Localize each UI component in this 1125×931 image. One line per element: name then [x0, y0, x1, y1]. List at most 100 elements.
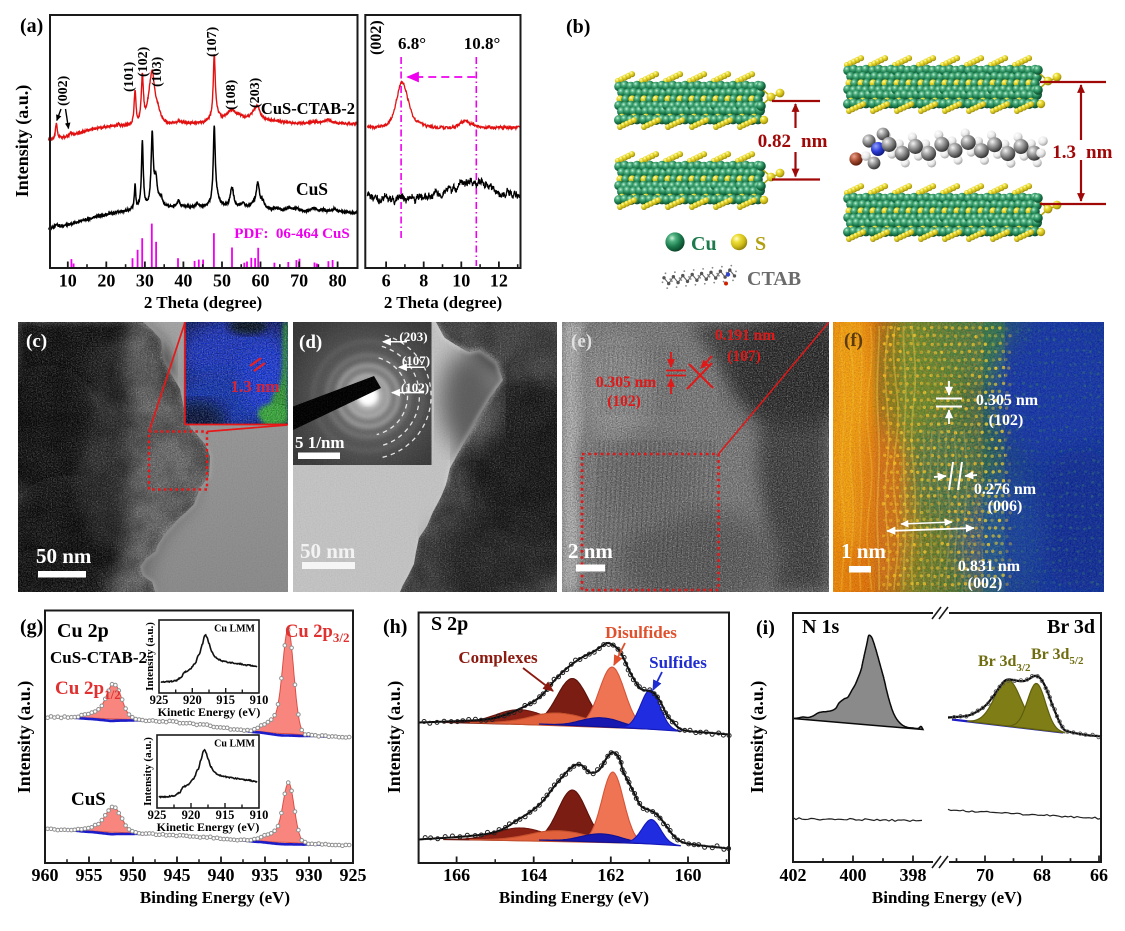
svg-text:2 Theta (degree): 2 Theta (degree)	[384, 293, 502, 312]
svg-text:2 Theta (degree): 2 Theta (degree)	[144, 293, 262, 312]
svg-text:0.191 nm: 0.191 nm	[715, 327, 775, 344]
svg-text:(203): (203)	[248, 77, 263, 108]
svg-text:0.276 nm: 0.276 nm	[974, 481, 1037, 498]
svg-text:(103): (103)	[150, 56, 165, 87]
svg-text:Binding Energy (eV): Binding Energy (eV)	[499, 888, 649, 907]
svg-text:6: 6	[382, 271, 391, 291]
svg-text:0.831 nm: 0.831 nm	[958, 558, 1021, 575]
svg-text:Kinetic Energy (eV): Kinetic Energy (eV)	[157, 820, 260, 834]
svg-text:1.3 nm: 1.3 nm	[230, 377, 279, 396]
svg-text:920: 920	[183, 693, 202, 707]
svg-text:935: 935	[252, 865, 279, 885]
svg-text:Sulfides: Sulfides	[649, 653, 707, 672]
svg-text:(g): (g)	[20, 616, 43, 638]
svg-text:910: 910	[250, 808, 269, 822]
svg-text:(203): (203)	[399, 329, 427, 344]
svg-text:Intensity (a.u.): Intensity (a.u.)	[384, 681, 405, 794]
svg-text:5 1/nm: 5 1/nm	[295, 433, 345, 452]
svg-text:(107): (107)	[205, 26, 220, 57]
svg-text:920: 920	[182, 808, 201, 822]
svg-text:162: 162	[597, 865, 624, 885]
svg-text:(002): (002)	[368, 20, 385, 55]
svg-text:(101): (101)	[122, 61, 137, 92]
svg-text:Cu: Cu	[691, 233, 717, 255]
svg-text:930: 930	[296, 865, 323, 885]
svg-text:166: 166	[443, 865, 470, 885]
svg-text:2 nm: 2 nm	[568, 539, 613, 563]
svg-text:(f): (f)	[844, 330, 863, 351]
svg-text:Intensity (a.u.): Intensity (a.u.)	[12, 85, 33, 198]
svg-text:nm: nm	[1086, 142, 1113, 163]
svg-text:Cu LMM: Cu LMM	[214, 624, 255, 635]
svg-text:70: 70	[976, 865, 994, 885]
svg-text:0.305 nm: 0.305 nm	[976, 392, 1039, 409]
svg-text:CTAB: CTAB	[747, 268, 801, 290]
svg-text:925: 925	[150, 693, 169, 707]
svg-text:(d): (d)	[299, 332, 322, 353]
svg-text:955: 955	[76, 865, 103, 885]
svg-text:Binding Energy (eV): Binding Energy (eV)	[872, 888, 1022, 907]
svg-text:CuS-CTAB-2: CuS-CTAB-2	[50, 648, 147, 667]
svg-text:(e): (e)	[571, 331, 592, 352]
svg-text:Intensity (a.u.): Intensity (a.u.)	[747, 681, 768, 794]
svg-text:30: 30	[136, 271, 154, 291]
svg-text:80: 80	[329, 271, 347, 291]
svg-text:400: 400	[840, 865, 867, 885]
svg-text:6.8°: 6.8°	[398, 34, 426, 53]
svg-text:960: 960	[32, 865, 59, 885]
svg-text:915: 915	[216, 808, 235, 822]
svg-text:Binding Energy (eV): Binding Energy (eV)	[140, 888, 290, 907]
svg-text:50: 50	[213, 271, 231, 291]
svg-text:160: 160	[674, 865, 701, 885]
svg-text:(c): (c)	[26, 331, 47, 352]
svg-text:915: 915	[216, 693, 235, 707]
svg-text:1.3: 1.3	[1052, 142, 1076, 163]
svg-text:50 nm: 50 nm	[36, 544, 92, 568]
svg-text:70: 70	[290, 271, 308, 291]
svg-text:(i): (i)	[756, 617, 775, 639]
svg-text:Complexes: Complexes	[458, 648, 538, 667]
svg-text:(102): (102)	[607, 393, 641, 410]
svg-text:940: 940	[208, 865, 235, 885]
svg-text:66: 66	[1090, 865, 1108, 885]
svg-text:(b): (b)	[566, 16, 590, 38]
svg-text:CuS: CuS	[71, 789, 106, 810]
svg-text:(107): (107)	[402, 353, 430, 368]
svg-text:(h): (h)	[383, 616, 407, 638]
svg-text:1 nm: 1 nm	[841, 539, 886, 563]
svg-text:S 2p: S 2p	[431, 613, 468, 635]
svg-text:68: 68	[1033, 865, 1051, 885]
svg-text:10: 10	[59, 271, 77, 291]
svg-text:Cu LMM: Cu LMM	[214, 739, 255, 750]
svg-text:0.305 nm: 0.305 nm	[596, 374, 656, 391]
svg-text:10.8°: 10.8°	[464, 34, 501, 53]
svg-text:60: 60	[252, 271, 270, 291]
svg-text:950: 950	[120, 865, 147, 885]
svg-text:PDF: 06-464 CuS: PDF: 06-464 CuS	[234, 226, 349, 242]
svg-text:(102): (102)	[401, 380, 429, 395]
svg-text:S: S	[755, 233, 766, 255]
svg-text:910: 910	[250, 693, 269, 707]
svg-text:925: 925	[148, 808, 167, 822]
svg-text:(006): (006)	[988, 498, 1023, 515]
svg-text:10: 10	[452, 271, 470, 291]
svg-text:945: 945	[164, 865, 191, 885]
svg-text:(102): (102)	[136, 46, 151, 77]
svg-text:Intensity (a.u.): Intensity (a.u.)	[142, 737, 154, 806]
svg-text:12: 12	[490, 271, 508, 291]
svg-text:398: 398	[900, 865, 927, 885]
svg-text:(102): (102)	[989, 412, 1024, 429]
svg-text:(107): (107)	[727, 348, 761, 365]
svg-text:nm: nm	[801, 131, 828, 152]
svg-text:20: 20	[97, 271, 115, 291]
svg-text:Disulfides: Disulfides	[605, 623, 677, 642]
svg-text:(002): (002)	[968, 575, 1003, 592]
svg-text:164: 164	[520, 865, 547, 885]
svg-text:Kinetic Energy (eV): Kinetic Energy (eV)	[158, 705, 261, 719]
svg-text:N 1s: N 1s	[802, 616, 839, 638]
svg-text:Br 3d: Br 3d	[1047, 616, 1095, 638]
svg-text:925: 925	[340, 865, 367, 885]
svg-text:(a): (a)	[20, 15, 43, 37]
svg-text:0.82: 0.82	[758, 131, 791, 152]
svg-text:8: 8	[419, 271, 428, 291]
